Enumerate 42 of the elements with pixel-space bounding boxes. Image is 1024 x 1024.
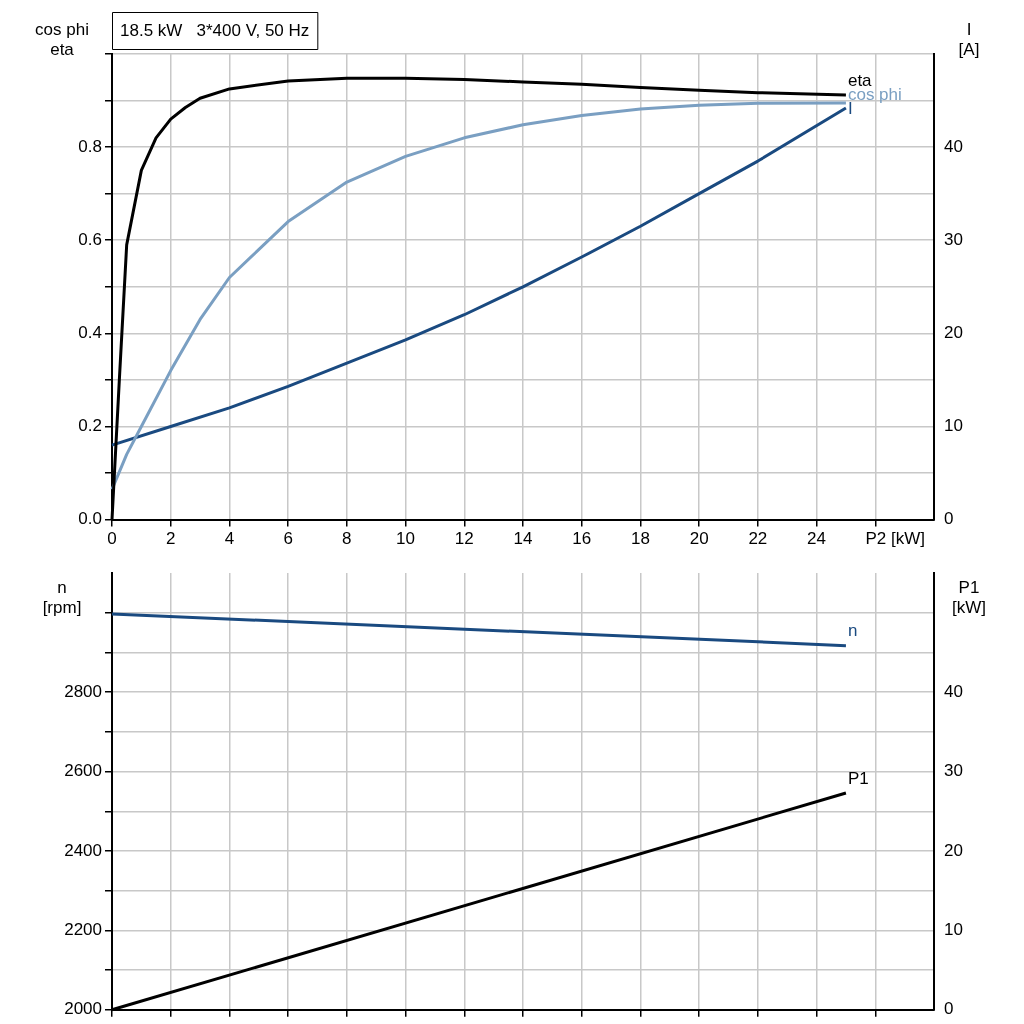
series-label: n [847, 621, 858, 641]
y2-tick-label: 20 [944, 840, 963, 860]
y-tick-label: 2600 [64, 761, 102, 781]
y-tick-label: 0.8 [78, 136, 102, 156]
y-tick-label: 2000 [64, 999, 102, 1019]
x-tick-label: 8 [342, 529, 352, 549]
y-tick-label: 0.0 [78, 509, 102, 529]
y-tick-label: 0.4 [78, 323, 102, 343]
y-axis-title: cos phi eta [35, 19, 89, 59]
chart-title: 18.5 kW 3*400 V, 50 Hz [120, 20, 310, 40]
y2-tick-label: 10 [944, 416, 963, 436]
x-tick-label: 18 [630, 529, 650, 549]
y2-axis-title: P1 [kW] [952, 578, 986, 618]
x-tick-label: 22 [748, 529, 768, 549]
y2-tick-label: 0 [944, 999, 954, 1019]
y-tick-label: 2400 [64, 840, 102, 860]
y-tick-label: 2800 [64, 681, 102, 701]
x-tick-label: 2 [165, 529, 176, 549]
y2-tick-label: 20 [944, 323, 963, 343]
y2-tick-label: 40 [944, 136, 963, 156]
y-tick-label: 0.6 [78, 229, 102, 249]
x-tick-label: 24 [807, 529, 827, 549]
y2-axis-title: I [A] [958, 19, 980, 59]
x-tick-label: 16 [572, 529, 592, 549]
y-tick-label: 0.2 [78, 416, 102, 436]
x-tick-label: 14 [513, 529, 533, 549]
x-tick-label: 12 [454, 529, 474, 549]
y2-tick-label: 40 [944, 681, 963, 701]
y2-tick-label: 10 [944, 920, 963, 940]
y2-tick-label: 30 [944, 229, 963, 249]
x-tick-label: 10 [396, 529, 416, 549]
y2-tick-label: 0 [944, 509, 954, 529]
y-tick-label: 2200 [64, 920, 102, 940]
x-tick-label: 6 [283, 529, 293, 549]
series-label: eta [847, 70, 873, 90]
x-tick-label: 20 [689, 529, 709, 549]
y2-tick-label: 30 [944, 761, 963, 781]
y-axis-title: n [rpm] [42, 578, 82, 618]
x-tick-label: 0 [107, 529, 117, 549]
x-axis-title: P2 [kW] [865, 528, 926, 548]
x-tick-label: 4 [224, 529, 235, 549]
series-label: P1 [847, 768, 869, 788]
